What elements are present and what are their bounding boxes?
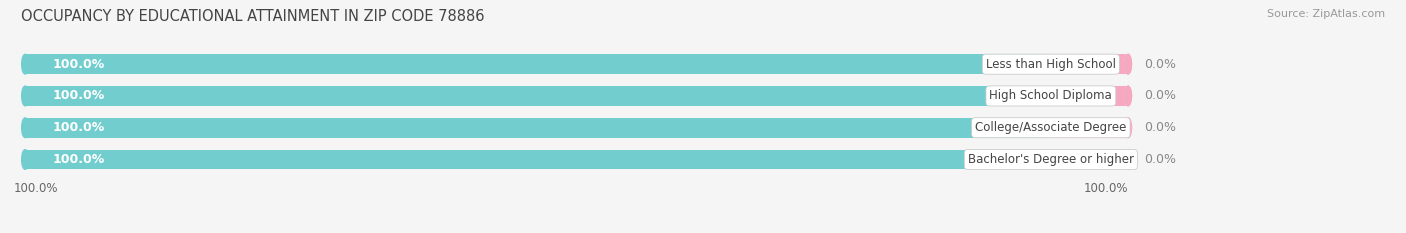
Text: 100.0%: 100.0% <box>52 121 105 134</box>
Bar <box>1050 86 1128 106</box>
Bar <box>25 54 1128 74</box>
Text: Less than High School: Less than High School <box>986 58 1116 71</box>
Text: 100.0%: 100.0% <box>52 153 105 166</box>
Text: 100.0%: 100.0% <box>1084 182 1128 195</box>
Bar <box>1050 150 1128 169</box>
Bar <box>1050 118 1128 137</box>
Circle shape <box>1125 86 1132 106</box>
Bar <box>1050 54 1128 74</box>
Bar <box>25 54 1050 74</box>
Circle shape <box>1125 118 1132 137</box>
Circle shape <box>1125 150 1132 169</box>
Bar <box>25 86 1050 106</box>
Text: Source: ZipAtlas.com: Source: ZipAtlas.com <box>1267 9 1385 19</box>
Text: 0.0%: 0.0% <box>1144 121 1177 134</box>
Bar <box>25 150 1050 169</box>
Bar <box>25 150 1128 169</box>
Text: 0.0%: 0.0% <box>1144 58 1177 71</box>
Circle shape <box>1125 86 1132 106</box>
Bar <box>25 118 1128 137</box>
Circle shape <box>21 118 28 137</box>
Circle shape <box>21 150 28 169</box>
Circle shape <box>1125 118 1132 137</box>
Text: Bachelor's Degree or higher: Bachelor's Degree or higher <box>967 153 1133 166</box>
Circle shape <box>1125 54 1132 74</box>
Text: 100.0%: 100.0% <box>52 58 105 71</box>
Text: 0.0%: 0.0% <box>1144 153 1177 166</box>
Circle shape <box>21 54 28 74</box>
Text: OCCUPANCY BY EDUCATIONAL ATTAINMENT IN ZIP CODE 78886: OCCUPANCY BY EDUCATIONAL ATTAINMENT IN Z… <box>21 9 485 24</box>
Circle shape <box>1125 150 1132 169</box>
Bar <box>25 86 1128 106</box>
Bar <box>25 118 1050 137</box>
Text: 100.0%: 100.0% <box>52 89 105 103</box>
Text: College/Associate Degree: College/Associate Degree <box>976 121 1126 134</box>
Text: 0.0%: 0.0% <box>1144 89 1177 103</box>
Circle shape <box>1125 54 1132 74</box>
Text: High School Diploma: High School Diploma <box>990 89 1112 103</box>
Circle shape <box>21 86 28 106</box>
Text: 100.0%: 100.0% <box>14 182 59 195</box>
